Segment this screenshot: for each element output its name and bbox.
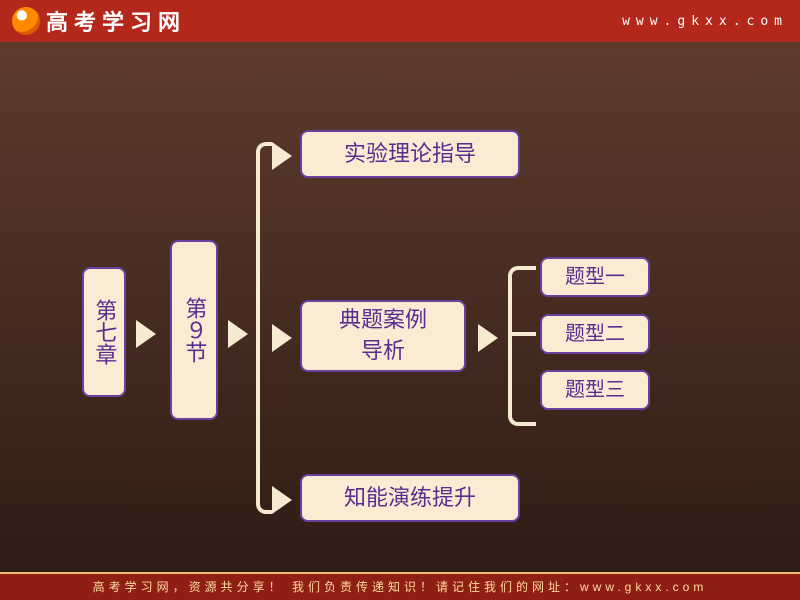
footer-bar: 高考学习网，资源共分享！ 我们负责传递知识！请记住我们的网址：www.gkxx.… — [0, 572, 800, 600]
bracket-main — [256, 142, 272, 514]
logo: 高考学习网 — [12, 5, 186, 37]
logo-text: 高考学习网 — [46, 5, 186, 37]
node-top[interactable]: 实验理论指导 — [300, 130, 520, 178]
arrow-2 — [272, 142, 292, 170]
footer-text: 高考学习网，资源共分享！ 我们负责传递知识！请记住我们的网址：www.gkxx.… — [93, 578, 708, 595]
bracket-sub-tick — [508, 332, 536, 336]
node-t2[interactable]: 题型二 — [540, 314, 650, 354]
header-bar: 高考学习网 www.gkxx.com — [0, 0, 800, 42]
node-t3[interactable]: 题型三 — [540, 370, 650, 410]
node-mid[interactable]: 典题案例导析 — [300, 300, 466, 372]
site-url: www.gkxx.com — [622, 14, 788, 29]
arrow-5 — [478, 324, 498, 352]
page-root: 高考学习网 www.gkxx.com 第七章第９节 实验理论指导典题案例导析知能演… — [0, 0, 800, 600]
footer-divider — [0, 572, 800, 574]
node-bot[interactable]: 知能演练提升 — [300, 474, 520, 522]
arrow-3 — [272, 324, 292, 352]
arrow-1 — [228, 320, 248, 348]
logo-icon — [12, 7, 40, 35]
node-t1[interactable]: 题型一 — [540, 257, 650, 297]
diagram-canvas: 第七章第９节 实验理论指导典题案例导析知能演练提升 题型一题型二题型三 — [0, 42, 800, 572]
node-section[interactable]: 第９节 — [170, 240, 218, 420]
bracket-sub — [508, 266, 536, 426]
arrow-4 — [272, 486, 292, 514]
node-chapter[interactable]: 第七章 — [82, 267, 126, 397]
arrow-0 — [136, 320, 156, 348]
